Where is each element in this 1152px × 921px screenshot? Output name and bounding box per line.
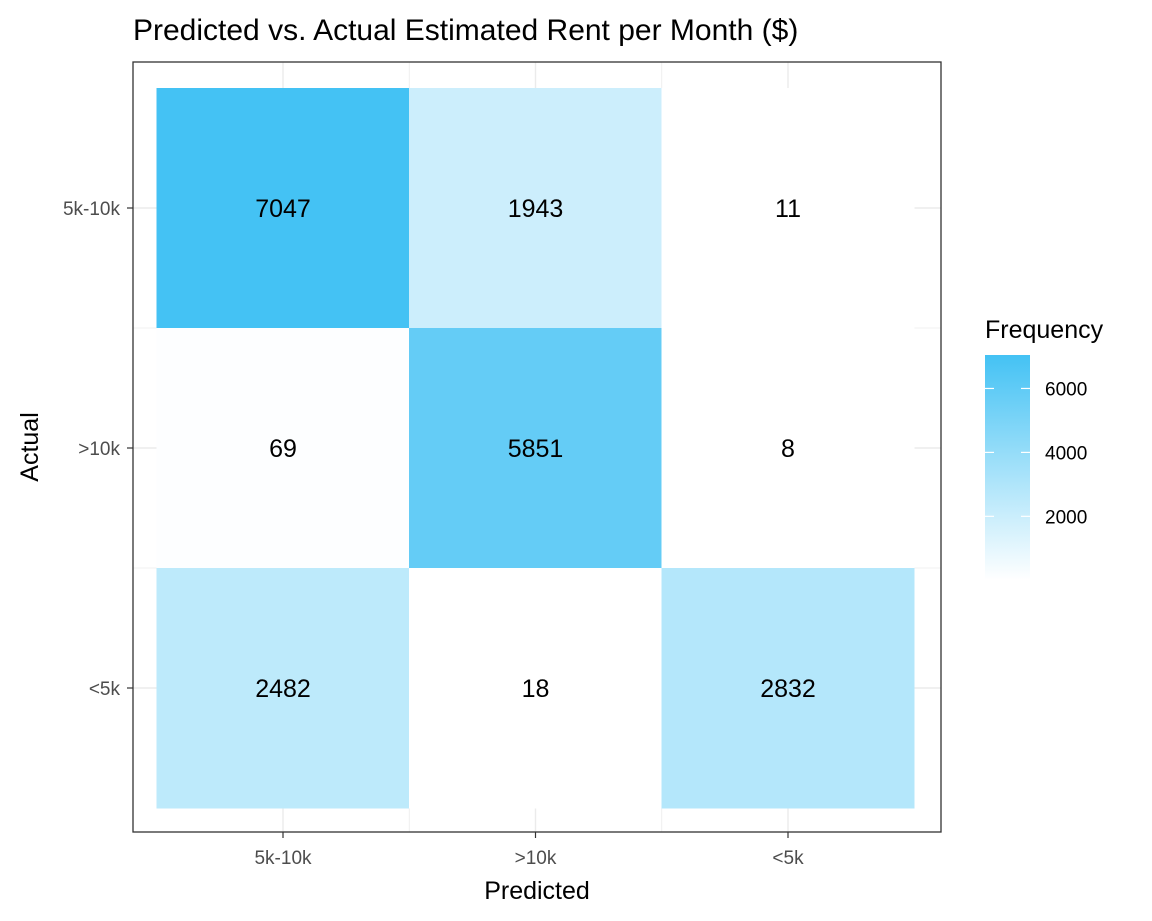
heatmap-cell [156, 568, 410, 809]
y-axis-ticks: 5k-10k >10k <5k [63, 199, 133, 700]
cell-value-label: 2832 [760, 675, 816, 703]
panel-border [132, 61, 942, 833]
heatmap-cell [409, 328, 662, 569]
heatmap-cell [661, 568, 915, 809]
chart-title: Predicted vs. Actual Estimated Rent per … [133, 14, 798, 47]
heatmap-cell [661, 88, 915, 329]
x-tick-label: <5k [772, 848, 804, 869]
legend-tick-label: 6000 [1045, 379, 1087, 400]
cell-value-label: 18 [522, 675, 550, 703]
heatmap-cell [156, 88, 410, 329]
cell-value-label: 69 [269, 435, 297, 463]
heatmap-cell [409, 88, 662, 329]
y-tick-label: >10k [78, 439, 120, 460]
cell-value-label: 11 [775, 195, 801, 223]
cell-value-label: 1943 [508, 195, 564, 223]
y-tick-label: 5k-10k [63, 199, 121, 220]
y-tick-label: <5k [89, 679, 121, 700]
y-axis-title: Actual [16, 412, 44, 481]
legend-title: Frequency [985, 316, 1104, 344]
heatmap-cell [409, 568, 662, 809]
heatmap-cell [661, 328, 915, 569]
cell-value-label: 8 [781, 435, 795, 463]
legend-ticks: 2000 4000 6000 [985, 379, 1087, 528]
cell-value-label: 5851 [508, 435, 564, 463]
legend: Frequency 2000 4000 6000 [985, 316, 1104, 580]
x-axis-title: Predicted [484, 877, 590, 905]
cell-value-label: 2482 [255, 675, 311, 703]
heatmap-cell [156, 328, 410, 569]
legend-colorbar [985, 355, 1030, 580]
cell-value-label: 7047 [255, 195, 311, 223]
legend-tick-label: 2000 [1045, 507, 1087, 528]
x-tick-label: 5k-10k [254, 848, 312, 869]
x-tick-label: >10k [515, 848, 557, 869]
cell-value-labels: 7047 1943 11 69 5851 8 2482 18 2832 [255, 195, 816, 703]
x-axis-ticks: 5k-10k >10k <5k [254, 832, 804, 869]
legend-tick-label: 4000 [1045, 443, 1087, 464]
heatmap-cells [156, 88, 915, 809]
